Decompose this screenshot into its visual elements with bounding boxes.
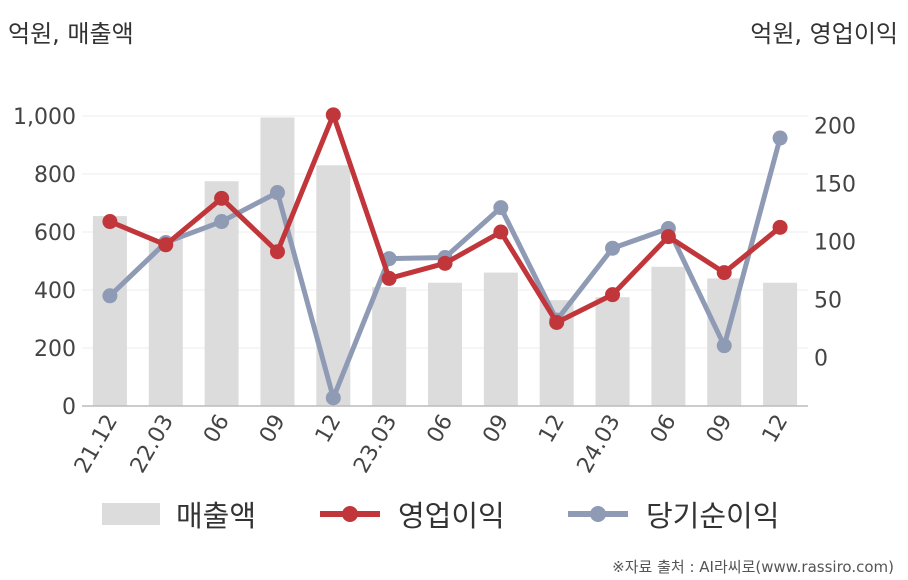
- operating-profit-point: [716, 265, 732, 281]
- revenue-bar: [92, 216, 127, 406]
- x-tick-label: 12: [758, 411, 794, 448]
- x-tick-label: 06: [646, 411, 682, 448]
- operating-profit-point: [660, 229, 676, 245]
- legend-swatch-net-income: [568, 506, 628, 522]
- operating-profit-point: [214, 190, 230, 206]
- net-income-point: [269, 185, 285, 201]
- legend-item-net-income: 당기순이익: [566, 494, 779, 534]
- x-tick-label: 09: [255, 411, 291, 448]
- revenue-bar: [651, 266, 686, 406]
- data-source-note: ※자료 출처 : AI라씨로(www.rassiro.com): [612, 558, 894, 576]
- operating-profit-point: [269, 244, 285, 260]
- revenue-bar: [763, 282, 798, 406]
- operating-profit-point: [549, 314, 565, 330]
- legend-item-operating-profit: 영업이익: [318, 494, 505, 534]
- operating-profit-point: [158, 237, 174, 253]
- x-tick-label: 06: [423, 411, 459, 448]
- x-tick-label: 06: [199, 411, 235, 448]
- net-income-point: [605, 240, 621, 256]
- legend-swatch-operating-profit: [320, 506, 380, 522]
- operating-profit-point: [605, 287, 621, 303]
- net-income-point: [214, 214, 230, 230]
- revenue-bar: [372, 287, 407, 406]
- legend-label-net-income: 당기순이익: [646, 499, 780, 533]
- left-axis-unit: 억원, 매출액: [8, 20, 134, 48]
- y-left-tick-label: 1,000: [13, 105, 76, 130]
- right-axis-unit: 억원, 영업이익: [750, 20, 898, 48]
- y-left-tick-label: 0: [62, 395, 76, 420]
- net-income-point: [716, 338, 732, 354]
- legend-label-revenue: 매출액: [176, 499, 257, 533]
- y-right-tick-label: 100: [814, 230, 856, 255]
- y-right-tick-label: 50: [814, 288, 842, 313]
- x-tick-label: 12: [534, 411, 570, 448]
- revenue-bar: [260, 117, 295, 406]
- x-tick-label: 12: [311, 411, 347, 448]
- y-left-tick-label: 800: [34, 163, 76, 188]
- chart-legend: 매출액 영업이익 당기순이익: [0, 494, 908, 534]
- y-left-tick-label: 200: [34, 337, 76, 362]
- operating-profit-point: [772, 219, 788, 235]
- y-right-tick-label: 150: [814, 172, 856, 197]
- operating-profit-point: [102, 214, 118, 230]
- x-tick-label: 24.03: [573, 411, 626, 478]
- revenue-bar: [428, 282, 462, 406]
- revenue-bar: [148, 239, 183, 406]
- y-right-tick-label: 200: [814, 114, 856, 139]
- x-tick-label: 21.12: [70, 411, 123, 478]
- x-tick-label: 22.03: [126, 411, 179, 478]
- net-income-point: [325, 390, 341, 406]
- revenue-bar: [483, 272, 518, 406]
- legend-swatch-revenue: [102, 503, 160, 525]
- legend-item-revenue: 매출액: [102, 494, 256, 534]
- operating-profit-point: [493, 224, 509, 240]
- legend-label-operating-profit: 영업이익: [398, 499, 505, 533]
- operating-profit-point: [381, 270, 397, 286]
- y-right-tick-label: 0: [814, 346, 828, 371]
- x-tick-label: 09: [478, 411, 514, 448]
- operating-profit-point: [325, 107, 341, 123]
- revenue-profit-chart: 0 200 400 600 800 1,000 0 50 100 150 200 21.12 22.03…: [13, 105, 856, 478]
- revenue-bar: [595, 297, 630, 406]
- y-left-tick-label: 600: [34, 221, 76, 246]
- x-tick-label: 09: [702, 411, 738, 448]
- y-left-tick-label: 400: [34, 279, 76, 304]
- operating-profit-point: [437, 255, 453, 271]
- x-tick-label: 23.03: [349, 411, 402, 478]
- net-income-point: [102, 288, 118, 304]
- net-income-point: [772, 130, 788, 146]
- net-income-point: [493, 200, 509, 216]
